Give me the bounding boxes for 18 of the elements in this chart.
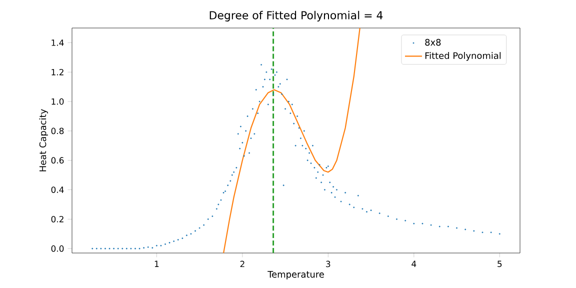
x-tick-label: 1 — [154, 260, 159, 267]
y-tick-label: 0.4 — [51, 186, 64, 193]
y-tick-label: 1.4 — [52, 40, 64, 46]
y-tick-label: 0.2 — [51, 216, 64, 222]
y-tick-label: 0.8 — [51, 128, 64, 134]
chart-title: Degree of Fitted Polynomial = 4 — [210, 10, 383, 22]
x-tick-label: 4 — [412, 260, 416, 267]
legend-label: Fitted Polynomial — [425, 52, 501, 61]
y-tick-label: 0.0 — [51, 245, 64, 252]
y-tick-label: 0.6 — [51, 157, 64, 164]
y-tick-label: 1.0 — [52, 98, 64, 105]
x-tick-label: 5 — [498, 260, 502, 268]
x-tick-label: 3 — [326, 260, 330, 268]
x-tick-label: 2 — [240, 260, 244, 268]
y-tick-label: 1.2 — [52, 68, 64, 76]
x-axis-title: Temperature — [268, 271, 324, 280]
legend-label: 8x8 — [425, 38, 441, 46]
y-axis-title: Heat Capacity — [39, 109, 48, 172]
